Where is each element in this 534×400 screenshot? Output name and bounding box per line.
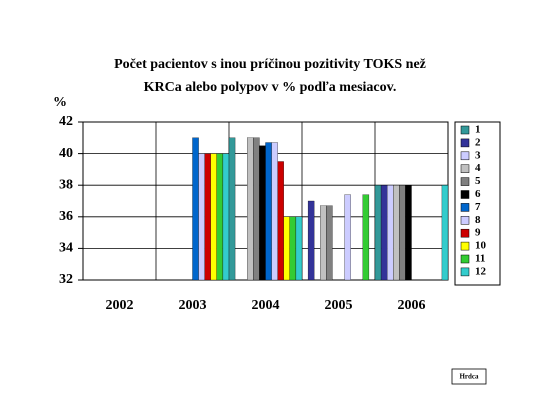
bar <box>307 200 315 281</box>
bar <box>344 194 351 281</box>
bar <box>289 216 297 281</box>
bar <box>277 161 284 281</box>
legend-swatch <box>460 138 470 148</box>
note-box <box>451 368 487 385</box>
legend-swatch <box>460 216 470 225</box>
y-tick-label: 38 <box>59 177 73 192</box>
bar <box>271 142 278 281</box>
legend-swatch <box>460 177 470 186</box>
bar <box>247 137 254 281</box>
bar <box>259 145 266 281</box>
x-tick-label: 2005 <box>325 298 353 313</box>
legend-label: 1 <box>475 124 481 136</box>
legend-label: 12 <box>475 265 487 277</box>
legend-swatch <box>460 254 470 264</box>
y-tick-label: 32 <box>59 272 73 287</box>
chart-title: Počet pacientov s inou príčinou pozitivi… <box>114 57 426 72</box>
bar <box>399 185 406 281</box>
x-tick-label: 2006 <box>398 298 426 313</box>
legend-label: 7 <box>475 201 481 213</box>
bar <box>393 185 400 281</box>
bar <box>320 205 327 281</box>
bar <box>210 153 217 281</box>
legend-swatch <box>460 125 470 135</box>
legend-label: 5 <box>475 175 481 187</box>
legend-swatch <box>460 203 470 212</box>
y-axis-label: % <box>53 95 67 110</box>
bar <box>441 185 449 281</box>
bar <box>265 142 272 281</box>
bar <box>192 137 199 281</box>
legend-label: 6 <box>475 188 481 200</box>
bar <box>405 185 412 281</box>
legend-swatch <box>460 228 470 238</box>
legend-label: 3 <box>475 149 481 161</box>
bar <box>198 153 205 281</box>
bar <box>374 185 382 281</box>
note: Hrdca <box>459 373 479 381</box>
bar <box>380 185 388 281</box>
bar <box>362 194 370 281</box>
legend-swatch <box>460 241 470 251</box>
x-tick-label: 2004 <box>252 298 280 313</box>
bar <box>326 205 333 281</box>
legend-swatch <box>460 267 470 277</box>
bar <box>283 216 290 281</box>
y-tick-label: 40 <box>59 146 73 161</box>
legend-label: 2 <box>475 136 481 148</box>
legend-label: 4 <box>475 162 481 174</box>
legend-swatch <box>460 151 470 161</box>
y-tick-label: 36 <box>59 209 73 224</box>
bar <box>222 153 230 281</box>
bar <box>387 185 394 281</box>
bar <box>216 153 224 281</box>
legend-label: 8 <box>475 214 481 226</box>
legend-label: 11 <box>475 253 485 265</box>
legend-swatch <box>460 164 470 173</box>
bar <box>204 153 211 281</box>
bar <box>228 137 236 281</box>
y-tick-label: 42 <box>59 114 73 129</box>
x-tick-label: 2002 <box>106 298 134 313</box>
y-tick-label: 34 <box>59 241 73 256</box>
chart-title: KRCa alebo polypov v % podľa mesiacov. <box>144 80 397 95</box>
legend-label: 9 <box>475 227 481 239</box>
legend-label: 10 <box>475 240 487 252</box>
bar <box>253 137 260 281</box>
x-tick-label: 2003 <box>179 298 207 313</box>
legend-swatch <box>460 190 470 199</box>
bar <box>295 216 303 281</box>
